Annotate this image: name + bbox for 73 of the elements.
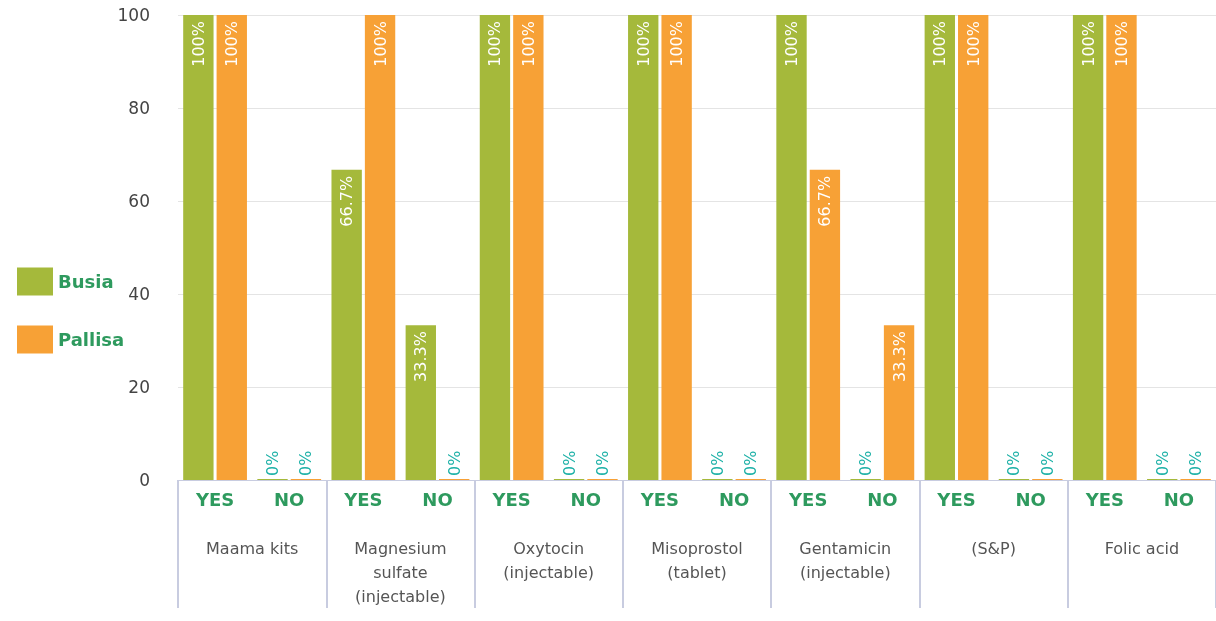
x-tick-label: NO [1163, 488, 1195, 510]
text: Oxytocin (injectable) [503, 538, 595, 582]
bar [183, 15, 214, 480]
data-label: 100% [667, 21, 687, 67]
data-label: 0% [444, 450, 464, 476]
data-label: 0% [592, 450, 612, 476]
bar [883, 325, 915, 480]
data-label: 33.3% [411, 331, 431, 382]
bar [364, 15, 396, 480]
x-tick-label: NO [718, 488, 750, 510]
text: Folic acid [1104, 538, 1180, 558]
data-label: 100% [1078, 21, 1098, 67]
data-label: 33.3% [889, 331, 909, 382]
data-label: 100% [782, 21, 802, 67]
data-label: 0% [263, 450, 283, 476]
data-label: 100% [963, 21, 983, 67]
bar [924, 15, 955, 480]
bar [1072, 15, 1104, 480]
bar [405, 325, 436, 480]
data-label: 100% [633, 21, 653, 67]
y-tick-label: 100 [117, 5, 150, 25]
data-label: 100% [222, 21, 242, 67]
x-tick-label: YES [194, 488, 235, 510]
bar [958, 15, 989, 480]
x-tick-label: NO [274, 488, 305, 510]
data-label: 0% [856, 450, 876, 476]
data-label: 100% [188, 21, 208, 67]
bar [1106, 15, 1137, 480]
x-tick-label: NO [1015, 488, 1046, 510]
x-tick-label: YES [491, 488, 531, 510]
x-tick-label: YES [343, 488, 383, 510]
x-tick-label: YES [788, 488, 828, 510]
bar [776, 15, 807, 480]
bar [331, 169, 362, 480]
data-label: 0% [1037, 450, 1057, 476]
text: (S&P) [971, 538, 1016, 558]
data-label: 66.7% [815, 175, 835, 227]
bar [513, 15, 544, 480]
data-label: 0% [1004, 450, 1024, 476]
data-label: 0% [559, 450, 579, 476]
data-label: 66.7% [337, 175, 357, 227]
data-label: 0% [1186, 450, 1206, 476]
legend-label: Pallisa [58, 329, 125, 350]
x-tick-label: NO [422, 488, 453, 510]
y-tick-label: 0 [139, 470, 150, 490]
y-tick-label: 20 [128, 377, 150, 397]
data-label: 100% [518, 21, 538, 67]
text: Magnesium sulfate (injectable) [354, 538, 447, 606]
bar [216, 15, 247, 480]
text: Maama kits [206, 538, 299, 558]
bar [809, 169, 841, 480]
x-tick-label: YES [639, 488, 680, 510]
data-label: 100% [485, 21, 505, 67]
data-label: 0% [741, 450, 761, 476]
data-label: 100% [1111, 21, 1131, 67]
text: Gentamicin (injectable) [799, 538, 892, 582]
data-label: 100% [370, 21, 390, 67]
data-label: 0% [707, 450, 727, 476]
bar [628, 15, 659, 480]
data-label: 0% [296, 450, 316, 476]
data-label: 100% [930, 21, 950, 67]
x-tick-label: NO [570, 488, 601, 510]
x-tick-label: YES [936, 488, 976, 510]
bar [661, 15, 692, 480]
y-tick-label: 40 [128, 284, 150, 304]
text: Misoprostol (tablet) [651, 538, 743, 582]
data-label: 0% [1152, 450, 1172, 476]
y-tick-label: 60 [128, 191, 150, 211]
legend-label: Busia [58, 271, 114, 292]
x-tick-label: NO [867, 488, 898, 510]
y-tick-label: 80 [128, 98, 150, 118]
x-tick-label: YES [1084, 488, 1124, 510]
bar [479, 15, 511, 480]
